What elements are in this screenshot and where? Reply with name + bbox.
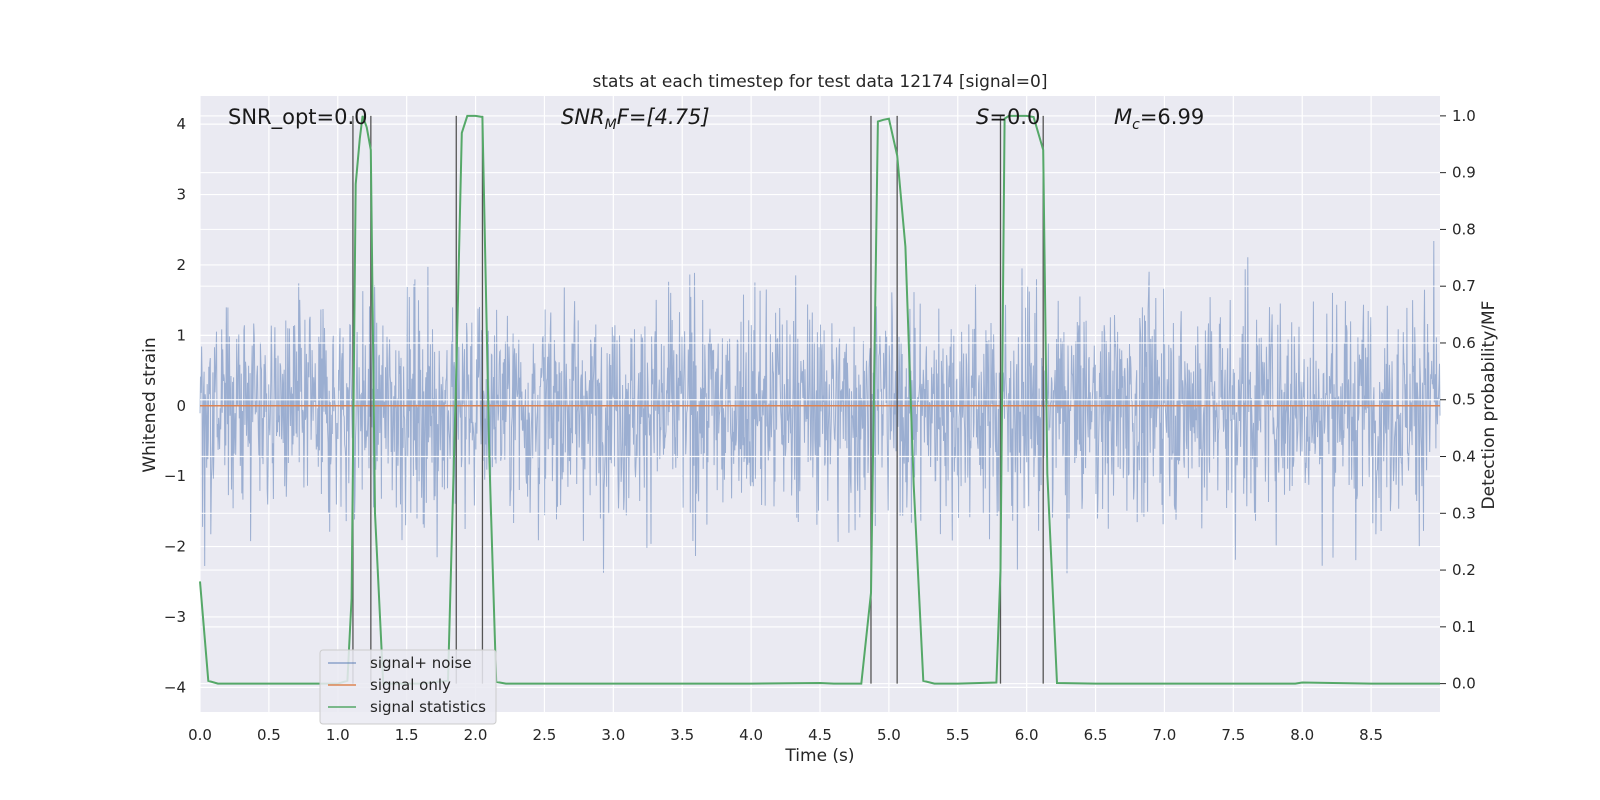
y-left-tick-label: −4 [164,678,186,696]
x-tick-label: 0.0 [188,726,212,744]
annotation-snr-mf: SNRMF=[4.75] [561,105,710,133]
y-left-tick-label: −2 [164,538,186,556]
x-tick-label: 8.5 [1359,726,1383,744]
x-tick-label: 7.0 [1153,726,1177,744]
y-right-tick-label: 0.1 [1452,618,1476,636]
signal-noise-line [199,240,1441,574]
y-left-tick-label: 2 [176,256,186,274]
chart-title: stats at each timestep for test data 121… [593,72,1048,92]
y-left-tick-label: −1 [164,467,186,485]
y-right-tick-label: 0.4 [1452,448,1476,466]
y-left-tick-label: 0 [176,397,186,415]
y-right-tick-label: 0.0 [1452,675,1476,693]
x-tick-label: 5.5 [946,726,970,744]
x-tick-label: 4.0 [739,726,763,744]
legend-label-stats: signal statistics [370,698,486,716]
annotation-mc: Mc=6.99 [1114,105,1204,133]
x-tick-label: 6.0 [1015,726,1039,744]
y-right-tick-label: 0.2 [1452,561,1476,579]
x-tick-label: 2.0 [464,726,488,744]
y-left-tick-label: 4 [176,115,186,133]
y-right-axis-ticks: 1.0 0.9 0.8 0.7 0.6 0.5 0.4 0.3 0.2 0.1 0.0 [1440,107,1476,693]
x-tick-label: 2.5 [533,726,557,744]
signal-statistics-line [199,114,1440,685]
y-right-tick-label: 0.6 [1452,334,1476,352]
y-left-tick-label: 1 [176,326,186,344]
x-tick-label: 5.0 [877,726,901,744]
x-axis-label: Time (s) [784,746,854,766]
x-tick-label: 1.0 [326,726,350,744]
y-left-tick-label: 3 [176,186,186,204]
signal-statistics-series [199,114,1440,685]
legend-label-noise: signal+ noise [370,654,472,672]
x-tick-label: 3.5 [670,726,694,744]
y-left-axis-ticks: 4 3 2 1 0 −1 −2 −3 −4 [164,115,186,696]
y-right-tick-label: 0.8 [1452,220,1476,238]
y-right-tick-label: 0.5 [1452,391,1476,409]
y-left-tick-label: −3 [164,608,186,626]
y-right-tick-label: 0.9 [1452,164,1476,182]
y-right-tick-label: 0.7 [1452,277,1476,295]
y-left-axis-label: Whitened strain [140,337,160,472]
x-tick-label: 1.5 [395,726,419,744]
vertical-markers [352,115,1044,684]
y-right-axis-label: Detection probability/MF [1479,301,1499,510]
x-axis-ticks: 0.0 0.5 1.0 1.5 2.0 2.5 3.0 3.5 4.0 4.5 5.0 5.5 6.0 6… [188,726,1383,744]
y-right-tick-label: 1.0 [1452,107,1476,125]
legend-box [319,649,497,725]
annotation-snr-opt: SNR_opt=0.0 [228,105,368,130]
legend: signal+ noise signal only signal statist… [319,649,497,725]
x-tick-label: 7.5 [1221,726,1245,744]
legend-label-signal: signal only [370,676,451,694]
x-tick-label: 6.5 [1084,726,1108,744]
y-right-tick-label: 0.3 [1452,504,1476,522]
x-tick-label: 4.5 [808,726,832,744]
x-tick-label: 0.5 [257,726,281,744]
signal-noise-series [199,240,1441,574]
x-tick-label: 3.0 [601,726,625,744]
x-tick-label: 8.0 [1290,726,1314,744]
annotation-s: S=0.0 [976,105,1040,129]
